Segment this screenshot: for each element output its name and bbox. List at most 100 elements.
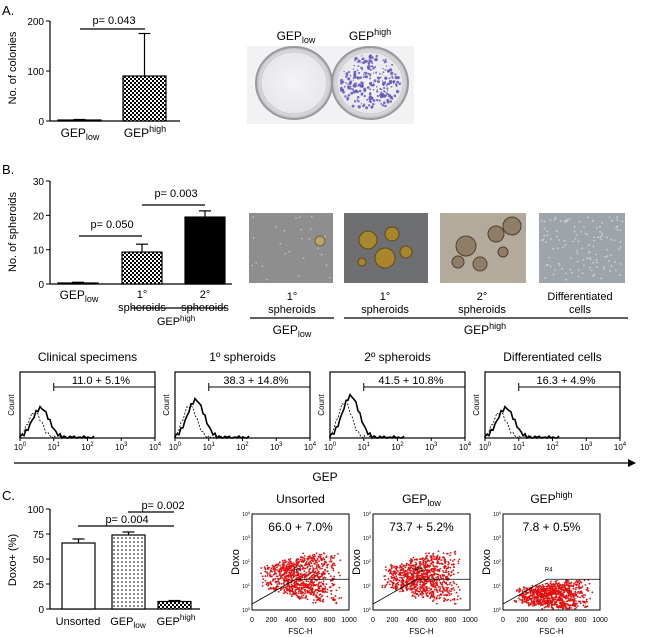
event-dot [556, 592, 559, 595]
event-dot [426, 580, 428, 583]
event-dot [567, 580, 570, 582]
colony-dot [374, 66, 377, 69]
event-dot [412, 587, 415, 590]
colony-dot [349, 85, 352, 88]
event-dot [431, 580, 434, 582]
event-dot [306, 598, 309, 601]
cell [604, 256, 606, 258]
event-dot [279, 573, 281, 575]
cell [616, 216, 619, 219]
event-dot [404, 566, 407, 569]
event-dot [426, 569, 429, 572]
event-dot [289, 558, 292, 560]
x-tick-label: 103 [580, 442, 593, 452]
colony-dot [357, 84, 360, 87]
cell [592, 275, 594, 278]
event-dot [284, 577, 287, 579]
event-dot [401, 590, 404, 592]
event-dot [401, 577, 403, 579]
colony-dot [362, 73, 365, 76]
event-dot [436, 602, 438, 605]
colony-dot [387, 93, 389, 95]
event-dot [450, 588, 453, 590]
event-dot [546, 593, 549, 596]
cell [552, 247, 555, 250]
event-dot [563, 601, 566, 603]
cell [618, 248, 620, 251]
colony-dot [342, 90, 345, 94]
event-dot [267, 573, 269, 575]
event-dot [321, 600, 324, 602]
event-dot [311, 557, 314, 559]
event-dot [266, 564, 269, 567]
micro-images [249, 213, 625, 283]
event-dot [528, 596, 531, 599]
panel-b-pvalue-1: p= 0.050 [90, 219, 133, 231]
colony-dot [369, 77, 372, 80]
event-dot [425, 571, 427, 574]
event-dot [295, 588, 298, 591]
colony-dot [362, 76, 365, 79]
event-dot [424, 590, 427, 593]
event-dot [539, 598, 541, 601]
event-dot [390, 577, 393, 579]
event-dot [577, 595, 579, 598]
event-dot [297, 574, 299, 577]
event-dot [568, 584, 570, 586]
svg-text:Differentiated: Differentiated [547, 291, 612, 303]
scatter-xtick: 400 [536, 617, 548, 624]
event-dot [292, 573, 295, 576]
event-dot [389, 569, 392, 572]
event-dot [569, 585, 571, 587]
event-dot [312, 560, 314, 563]
event-dot [534, 591, 537, 594]
event-dot [537, 586, 540, 589]
event-dot [300, 595, 303, 598]
scatter-ytick: 101 [242, 582, 251, 590]
event-dot [526, 592, 529, 595]
svg-text:2°: 2° [477, 291, 488, 303]
event-dot [550, 595, 553, 598]
colony-dot [368, 97, 372, 101]
event-dot [562, 607, 565, 609]
colony-dot [384, 91, 386, 93]
event-dot [449, 554, 451, 557]
scatter-ytick: 100 [363, 606, 372, 614]
event-dot [390, 563, 392, 566]
bar-1 [122, 75, 167, 122]
event-dot [441, 583, 444, 586]
event-dot [284, 591, 287, 594]
flow-percent: 41.5 + 10.8% [378, 375, 443, 387]
event-dot [566, 589, 568, 591]
panel-a-pvalue: p= 0.043 [92, 15, 135, 27]
cell [562, 246, 564, 249]
gate-label: R4 [415, 567, 423, 573]
event-dot [413, 565, 416, 568]
event-dot [295, 585, 298, 588]
event-dot [422, 575, 425, 578]
event-dot [421, 569, 424, 571]
event-dot [400, 571, 403, 574]
event-dot [530, 599, 533, 602]
cell [311, 215, 313, 218]
event-dot [330, 593, 333, 595]
event-dot [425, 593, 428, 596]
event-dot [307, 580, 310, 583]
colony-dot [382, 84, 385, 87]
event-dot [267, 584, 269, 587]
event-dot [291, 593, 293, 596]
event-dot [419, 593, 421, 596]
colony-dot [356, 76, 360, 80]
event-dot [536, 601, 539, 604]
cell [583, 226, 585, 228]
cell [328, 276, 331, 279]
event-dot [300, 592, 303, 595]
event-dot [313, 575, 316, 578]
event-dot [522, 592, 524, 595]
cell [325, 264, 328, 266]
event-dot [575, 602, 578, 605]
event-dot [310, 591, 313, 594]
event-dot [528, 598, 531, 601]
event-dot [302, 552, 305, 555]
cell [563, 239, 566, 242]
